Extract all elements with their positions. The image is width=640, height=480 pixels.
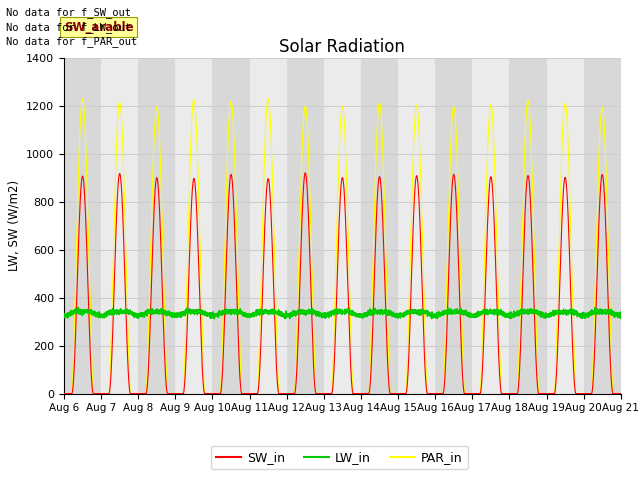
LW_in bbox=[483, 306, 491, 312]
Bar bbox=[212, 58, 250, 394]
LW_in bbox=[467, 311, 475, 316]
Text: No data for f_SW_out: No data for f_SW_out bbox=[6, 7, 131, 18]
Bar bbox=[101, 58, 138, 394]
Line: LW_in: LW_in bbox=[64, 307, 621, 319]
Bar bbox=[64, 58, 101, 394]
LW_in bbox=[617, 311, 625, 316]
Bar bbox=[435, 58, 472, 394]
Bar bbox=[175, 58, 212, 394]
Bar bbox=[287, 58, 324, 394]
Bar bbox=[472, 58, 509, 394]
Text: No data for f_LW_out: No data for f_LW_out bbox=[6, 22, 131, 33]
PAR_in bbox=[594, 199, 602, 205]
PAR_in bbox=[264, 96, 272, 102]
PAR_in bbox=[324, 391, 332, 396]
SW_in bbox=[617, 391, 625, 396]
SW_in bbox=[467, 391, 475, 396]
PAR_in bbox=[250, 391, 257, 396]
PAR_in bbox=[617, 391, 625, 396]
Bar bbox=[324, 58, 361, 394]
LW_in bbox=[60, 314, 68, 320]
LW_in bbox=[324, 311, 332, 317]
SW_in bbox=[483, 243, 491, 249]
Bar bbox=[250, 58, 287, 394]
Bar bbox=[547, 58, 584, 394]
SW_in bbox=[301, 170, 309, 176]
Bar bbox=[584, 58, 621, 394]
LW_in bbox=[587, 312, 595, 318]
SW_in bbox=[250, 391, 257, 396]
Bar bbox=[398, 58, 435, 394]
LW_in bbox=[250, 312, 257, 317]
Text: No data for f_PAR_out: No data for f_PAR_out bbox=[6, 36, 138, 47]
LW_in bbox=[594, 311, 602, 317]
PAR_in bbox=[587, 391, 595, 396]
Title: Solar Radiation: Solar Radiation bbox=[280, 38, 405, 56]
Legend: SW_in, LW_in, PAR_in: SW_in, LW_in, PAR_in bbox=[211, 446, 468, 469]
SW_in bbox=[324, 391, 332, 396]
SW_in bbox=[587, 391, 595, 396]
Line: PAR_in: PAR_in bbox=[64, 99, 621, 394]
Bar bbox=[138, 58, 175, 394]
LW_in bbox=[211, 316, 218, 322]
SW_in bbox=[60, 391, 68, 396]
SW_in bbox=[594, 263, 602, 268]
PAR_in bbox=[483, 174, 491, 180]
Line: SW_in: SW_in bbox=[64, 173, 621, 394]
Y-axis label: LW, SW (W/m2): LW, SW (W/m2) bbox=[8, 180, 20, 271]
PAR_in bbox=[467, 391, 475, 396]
Bar bbox=[361, 58, 398, 394]
PAR_in bbox=[60, 391, 68, 396]
Bar bbox=[509, 58, 547, 394]
LW_in bbox=[74, 304, 82, 310]
Text: SW_arable: SW_arable bbox=[64, 21, 134, 34]
